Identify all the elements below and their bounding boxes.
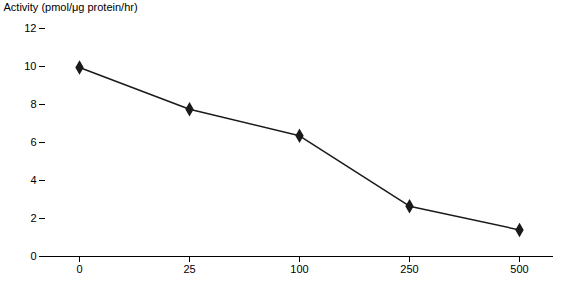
svg-text:10: 10 xyxy=(24,60,36,72)
svg-text:8: 8 xyxy=(30,98,36,110)
svg-text:25: 25 xyxy=(183,263,195,275)
svg-text:6: 6 xyxy=(30,136,36,148)
svg-text:4: 4 xyxy=(30,174,36,186)
svg-text:250: 250 xyxy=(400,263,418,275)
svg-text:12: 12 xyxy=(24,22,36,34)
svg-text:500: 500 xyxy=(510,263,528,275)
svg-text:100: 100 xyxy=(290,263,308,275)
svg-text:2: 2 xyxy=(30,212,36,224)
svg-text:0: 0 xyxy=(76,263,82,275)
svg-text:0: 0 xyxy=(30,250,36,262)
svg-text:Activity (pmol/μg protein/hr): Activity (pmol/μg protein/hr) xyxy=(4,1,138,13)
